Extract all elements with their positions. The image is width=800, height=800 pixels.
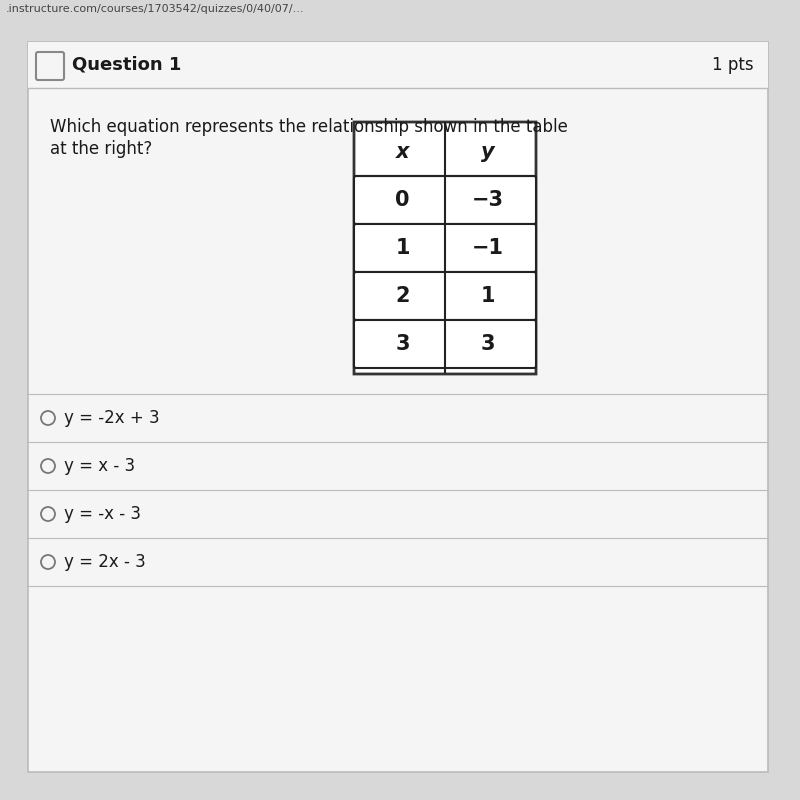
Text: 0: 0: [395, 190, 410, 210]
Text: 3: 3: [395, 334, 410, 354]
Text: 1: 1: [480, 286, 494, 306]
Text: y: y: [481, 142, 494, 162]
Text: 2: 2: [395, 286, 410, 306]
FancyBboxPatch shape: [354, 272, 536, 320]
Text: 1: 1: [395, 238, 410, 258]
FancyBboxPatch shape: [354, 176, 536, 224]
Text: Question 1: Question 1: [72, 56, 182, 74]
Text: −3: −3: [471, 190, 503, 210]
Text: −1: −1: [471, 238, 503, 258]
FancyBboxPatch shape: [36, 52, 64, 80]
Text: y = 2x - 3: y = 2x - 3: [64, 553, 146, 571]
Text: 3: 3: [480, 334, 494, 354]
Text: y = x - 3: y = x - 3: [64, 457, 135, 475]
Bar: [356, 128, 534, 176]
FancyBboxPatch shape: [28, 42, 768, 772]
Text: Which equation represents the relationship shown in the table: Which equation represents the relationsh…: [50, 118, 568, 136]
Text: 1 pts: 1 pts: [712, 56, 754, 74]
FancyBboxPatch shape: [354, 122, 536, 374]
FancyBboxPatch shape: [28, 42, 768, 88]
FancyBboxPatch shape: [354, 320, 536, 368]
Text: at the right?: at the right?: [50, 140, 152, 158]
Text: x: x: [396, 142, 410, 162]
FancyBboxPatch shape: [354, 224, 536, 272]
Text: .instructure.com/courses/1703542/quizzes/0/40/07/...: .instructure.com/courses/1703542/quizzes…: [6, 4, 305, 14]
Text: y = -2x + 3: y = -2x + 3: [64, 409, 160, 427]
Text: y = -x - 3: y = -x - 3: [64, 505, 141, 523]
